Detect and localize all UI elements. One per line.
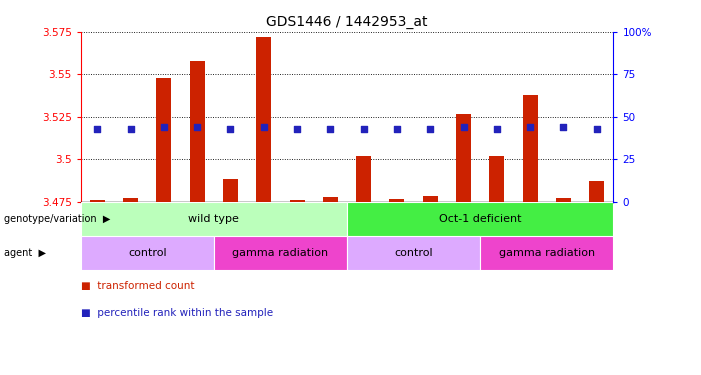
Text: ■  percentile rank within the sample: ■ percentile rank within the sample	[81, 308, 273, 318]
Bar	[489, 156, 504, 202]
Text: control: control	[128, 248, 167, 258]
Point	[524, 124, 536, 130]
Point	[425, 126, 436, 132]
Point	[158, 124, 170, 130]
Point	[325, 126, 336, 132]
Bar	[257, 37, 271, 202]
Point	[458, 124, 469, 130]
Text: gamma radiation: gamma radiation	[498, 248, 595, 258]
Bar	[556, 198, 571, 202]
Text: wild type: wild type	[189, 214, 239, 224]
Text: Oct-1 deficient: Oct-1 deficient	[439, 214, 522, 224]
Point	[125, 126, 136, 132]
Text: agent  ▶: agent ▶	[4, 248, 46, 258]
Bar	[323, 196, 338, 202]
Bar	[347, 236, 480, 270]
Point	[491, 126, 503, 132]
Bar	[223, 179, 238, 202]
Bar	[81, 236, 214, 270]
Bar	[480, 236, 613, 270]
Point	[591, 126, 602, 132]
Point	[191, 124, 203, 130]
Point	[391, 126, 402, 132]
Bar	[523, 95, 538, 202]
Point	[292, 126, 303, 132]
Bar	[81, 202, 347, 236]
Text: ■  transformed count: ■ transformed count	[81, 281, 194, 291]
Bar	[190, 61, 205, 202]
Point	[92, 126, 103, 132]
Bar	[356, 156, 371, 202]
Bar	[456, 114, 471, 202]
Text: genotype/variation  ▶: genotype/variation ▶	[4, 214, 110, 224]
Bar	[90, 200, 104, 202]
Bar	[290, 200, 304, 202]
Title: GDS1446 / 1442953_at: GDS1446 / 1442953_at	[266, 15, 428, 30]
Point	[558, 124, 569, 130]
Bar	[347, 202, 613, 236]
Bar	[214, 236, 347, 270]
Point	[358, 126, 369, 132]
Bar	[156, 78, 171, 202]
Point	[258, 124, 269, 130]
Point	[225, 126, 236, 132]
Bar	[423, 196, 437, 202]
Bar	[590, 181, 604, 202]
Bar	[390, 199, 404, 202]
Text: gamma radiation: gamma radiation	[232, 248, 329, 258]
Bar	[123, 198, 138, 202]
Text: control: control	[394, 248, 433, 258]
